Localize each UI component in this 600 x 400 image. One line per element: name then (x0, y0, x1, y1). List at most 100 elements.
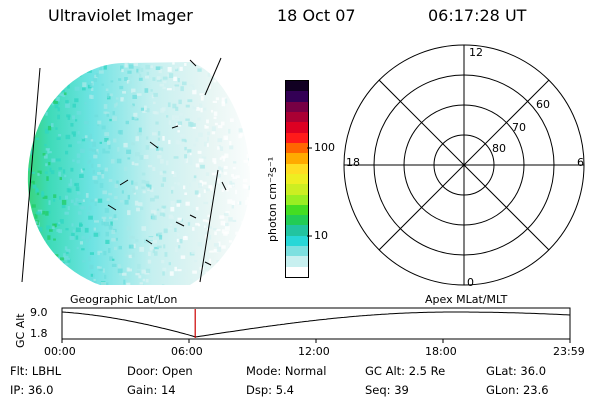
image-speckle (132, 94, 137, 99)
image-speckle (230, 118, 234, 122)
image-speckle (27, 167, 30, 171)
image-speckle (215, 97, 220, 101)
colorbar-swatch (286, 163, 308, 174)
image-speckle (92, 78, 97, 82)
image-speckle (87, 137, 92, 142)
image-speckle (228, 128, 231, 134)
image-speckle (167, 102, 171, 108)
image-speckle (114, 183, 119, 188)
image-speckle (50, 170, 55, 175)
image-speckle (94, 220, 99, 223)
colorbar-tick-10: 10 (314, 229, 328, 242)
image-speckle (180, 255, 186, 259)
image-speckle (103, 111, 108, 114)
colorbar-swatch (286, 173, 308, 185)
colorbar-swatch (286, 204, 308, 216)
image-speckle (125, 254, 129, 257)
image-speckle (229, 145, 234, 150)
colorbar-swatch (286, 122, 308, 133)
image-speckle (197, 150, 202, 154)
image-speckle (177, 182, 180, 186)
image-speckle (175, 66, 178, 70)
image-speckle (156, 145, 159, 151)
image-speckle (162, 271, 165, 276)
image-speckle (67, 258, 71, 263)
image-speckle (179, 66, 183, 71)
image-speckle (104, 132, 110, 137)
image-speckle (76, 160, 81, 164)
image-speckle (112, 116, 118, 121)
image-speckle (97, 120, 102, 125)
image-speckle (220, 220, 226, 226)
image-speckle (192, 208, 196, 212)
image-speckle (188, 152, 192, 156)
image-speckle (213, 243, 219, 247)
colorbar-swatch (286, 215, 308, 226)
image-speckle (208, 184, 213, 189)
image-speckle (162, 86, 166, 90)
image-speckle (134, 163, 139, 166)
image-speckle (154, 195, 159, 199)
image-speckle (76, 153, 81, 158)
image-speckle (118, 78, 122, 81)
image-speckle (133, 243, 136, 248)
image-speckle (185, 201, 190, 206)
image-speckle (67, 206, 70, 211)
image-speckle (82, 168, 85, 171)
image-speckle (214, 231, 217, 236)
image-speckle (107, 93, 110, 98)
image-speckle (92, 141, 97, 147)
image-speckle (186, 220, 191, 224)
image-speckle (150, 209, 156, 214)
image-speckle (212, 158, 217, 163)
altitude-xtick-1200: 12:00 (298, 345, 330, 358)
image-speckle (137, 202, 143, 206)
image-speckle (176, 203, 180, 207)
image-speckle (138, 77, 143, 81)
image-speckle (73, 202, 79, 206)
image-speckle (59, 177, 62, 180)
image-speckle (89, 94, 92, 99)
image-speckle (117, 264, 121, 267)
image-speckle (79, 206, 85, 209)
image-speckle (123, 279, 126, 285)
image-speckle (73, 134, 76, 137)
info-gain: Gain: 14 (127, 383, 176, 397)
image-speckle (192, 86, 195, 91)
image-speckle (57, 114, 60, 120)
image-speckle (146, 268, 151, 273)
image-speckle (150, 187, 154, 193)
image-speckle (153, 101, 156, 105)
image-speckle (210, 199, 213, 203)
image-speckle (203, 141, 208, 147)
image-speckle (138, 275, 142, 279)
image-speckle (86, 212, 90, 215)
image-speckle (112, 111, 115, 115)
image-speckle (126, 267, 130, 272)
image-speckle (64, 255, 69, 261)
image-speckle (89, 265, 94, 269)
image-speckle (182, 158, 187, 162)
image-speckle (191, 123, 196, 127)
image-speckle (168, 214, 173, 219)
image-speckle (97, 252, 100, 256)
info-flt: Flt: LBHL (10, 364, 61, 378)
image-speckle (49, 167, 52, 172)
image-speckle (112, 258, 115, 261)
image-speckle (56, 96, 60, 102)
image-speckle (144, 180, 150, 185)
image-speckle (195, 222, 200, 226)
image-speckle (44, 144, 47, 147)
geographic-caption: Geographic Lat/Lon (70, 293, 178, 306)
polar-mlt-18: 18 (346, 156, 360, 169)
image-speckle (64, 174, 67, 178)
image-speckle (60, 257, 64, 261)
image-speckle (149, 246, 154, 251)
image-speckle (145, 75, 149, 79)
image-speckle (47, 235, 51, 240)
image-speckle (69, 236, 75, 240)
image-speckle (191, 250, 196, 255)
image-speckle (141, 269, 146, 274)
altitude-ylabel: GC Alt (14, 313, 27, 348)
